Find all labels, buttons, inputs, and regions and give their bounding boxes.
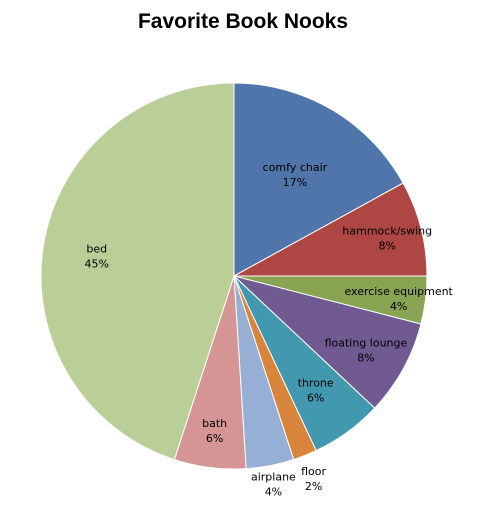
slice-value-label: 8% — [379, 240, 396, 253]
slice-value-label: 45% — [85, 257, 109, 270]
slice-label: bath — [202, 417, 227, 430]
slice-label: floating lounge — [325, 337, 408, 350]
slice-label: bed — [86, 242, 107, 255]
pie-slice-hammock-swing — [233, 182, 428, 277]
slice-value-label: 2% — [305, 480, 322, 493]
pie-slice-bed — [40, 82, 235, 461]
slice-value-label: 17% — [283, 176, 307, 189]
pie-slice-floating-lounge — [233, 275, 422, 409]
slice-value-label: 6% — [307, 391, 324, 404]
slice-label: exercise equipment — [344, 285, 453, 298]
slice-value-label: 4% — [265, 486, 282, 499]
slice-label: hammock/swing — [342, 225, 432, 238]
slice-label: floor — [301, 465, 326, 478]
pie-slice-comfy-chair — [233, 82, 404, 277]
slice-value-label: 4% — [390, 300, 407, 313]
slice-label: airplane — [251, 471, 296, 484]
slice-label: throne — [298, 376, 334, 389]
slice-label: comfy chair — [263, 161, 328, 174]
slice-value-label: 8% — [357, 352, 374, 365]
chart-title: Favorite Book Nooks — [137, 10, 349, 33]
slice-value-label: 6% — [206, 432, 223, 445]
